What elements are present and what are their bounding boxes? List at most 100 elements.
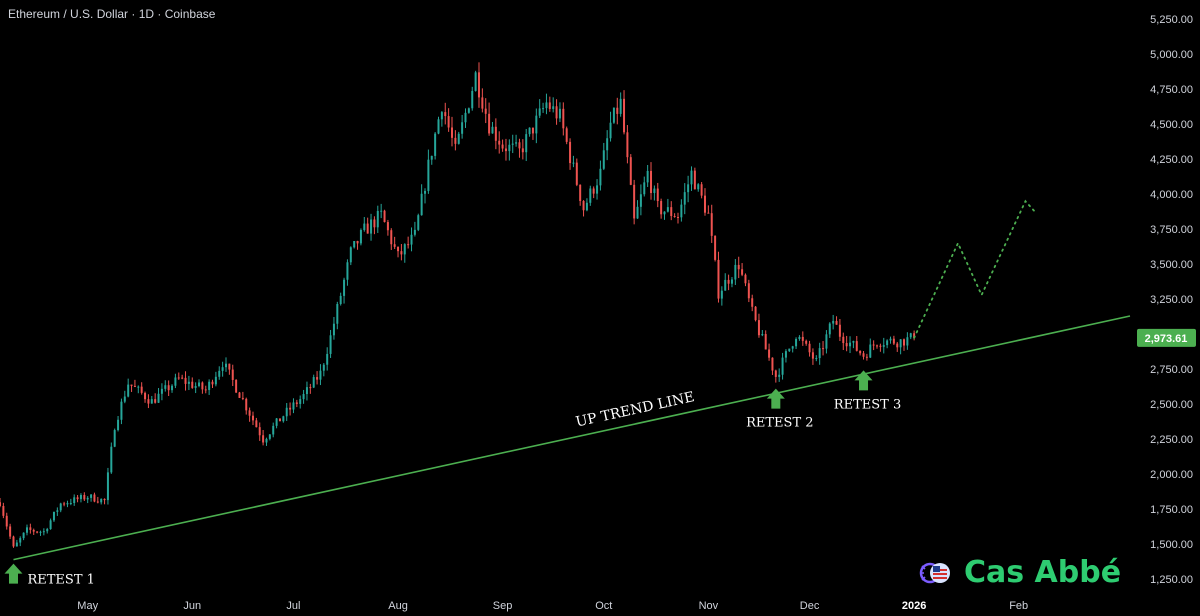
candle-209 bbox=[703, 188, 706, 216]
candle-145 bbox=[488, 102, 491, 136]
candle-191 bbox=[643, 176, 646, 197]
candle-body bbox=[501, 144, 504, 149]
y-tick-label: 4,750.00 bbox=[1150, 84, 1193, 96]
candle-body bbox=[876, 345, 879, 347]
candle-166 bbox=[558, 102, 561, 123]
candle-body bbox=[788, 348, 791, 352]
candle-body bbox=[727, 279, 730, 284]
candle-252 bbox=[849, 336, 852, 354]
candle-body bbox=[869, 344, 872, 358]
candle-32 bbox=[106, 467, 109, 505]
candle-body bbox=[444, 112, 447, 117]
candle-84 bbox=[282, 415, 285, 423]
candle-91 bbox=[305, 381, 308, 401]
candle-131 bbox=[440, 111, 443, 127]
candle-13 bbox=[42, 528, 45, 536]
candle-221 bbox=[744, 273, 747, 287]
candle-59 bbox=[198, 379, 201, 388]
candle-55 bbox=[184, 371, 187, 391]
candle-body bbox=[106, 472, 109, 501]
candle-134 bbox=[451, 116, 453, 147]
candle-43 bbox=[144, 391, 147, 403]
candle-body bbox=[683, 192, 686, 205]
candle-body bbox=[879, 345, 882, 347]
candle-114 bbox=[383, 209, 386, 223]
candle-body bbox=[579, 184, 582, 201]
y-tick-label: 3,500.00 bbox=[1150, 259, 1193, 271]
candle-24 bbox=[79, 493, 82, 503]
candle-body bbox=[724, 279, 727, 291]
candle-231 bbox=[778, 368, 781, 382]
candle-body bbox=[336, 304, 339, 324]
candle-8 bbox=[25, 524, 28, 536]
candle-body bbox=[238, 392, 241, 398]
candle-body bbox=[326, 353, 329, 365]
candle-37 bbox=[123, 390, 126, 404]
candle-body bbox=[447, 116, 450, 128]
candle-body bbox=[255, 420, 258, 428]
candle-193 bbox=[650, 162, 653, 200]
candle-body bbox=[201, 382, 204, 390]
candle-125 bbox=[420, 184, 423, 216]
candle-body bbox=[666, 207, 669, 212]
candle-171 bbox=[575, 158, 578, 187]
candle-164 bbox=[552, 97, 555, 113]
candle-18 bbox=[59, 502, 62, 513]
x-tick-label: Oct bbox=[595, 600, 612, 612]
projection-group bbox=[913, 199, 1037, 339]
candle-235 bbox=[791, 345, 794, 353]
candle-body bbox=[845, 343, 848, 347]
candle-body bbox=[464, 112, 467, 123]
candle-body bbox=[774, 370, 777, 377]
candle-265 bbox=[892, 335, 895, 346]
candle-body bbox=[214, 376, 217, 385]
brand-name: Cas Abbé bbox=[964, 555, 1122, 590]
candle-23 bbox=[76, 495, 79, 503]
candle-162 bbox=[545, 93, 548, 115]
candle-73 bbox=[245, 397, 248, 415]
candle-88 bbox=[295, 399, 298, 408]
candle-body bbox=[221, 367, 224, 371]
candle-body bbox=[268, 434, 271, 439]
candle-105 bbox=[353, 240, 356, 249]
candle-12 bbox=[39, 530, 42, 536]
candle-246 bbox=[828, 322, 831, 339]
candle-184 bbox=[619, 92, 622, 117]
candle-body bbox=[157, 393, 160, 403]
candle-48 bbox=[160, 383, 163, 401]
candle-body bbox=[59, 503, 62, 511]
candle-body bbox=[673, 216, 676, 218]
candle-body bbox=[653, 188, 656, 194]
candle-241 bbox=[811, 348, 814, 365]
candle-body bbox=[413, 229, 416, 235]
candle-270 bbox=[909, 332, 912, 340]
candle-body bbox=[225, 363, 227, 368]
candle-69 bbox=[231, 364, 234, 387]
candle-body bbox=[390, 230, 393, 245]
candle-50 bbox=[167, 380, 170, 396]
candle-body bbox=[69, 503, 72, 505]
candle-92 bbox=[309, 383, 312, 394]
candle-68 bbox=[228, 363, 231, 375]
candle-body bbox=[2, 505, 5, 516]
candle-144 bbox=[484, 98, 487, 124]
candle-body bbox=[778, 374, 781, 377]
candle-body bbox=[278, 418, 281, 422]
candle-129 bbox=[434, 132, 437, 160]
candle-245 bbox=[825, 330, 828, 354]
candle-183 bbox=[616, 97, 619, 125]
candle-135 bbox=[454, 130, 457, 151]
candle-100 bbox=[336, 301, 339, 330]
candle-body bbox=[63, 503, 66, 505]
candle-body bbox=[589, 188, 592, 203]
candle-body bbox=[791, 346, 794, 349]
candle-14 bbox=[46, 527, 49, 534]
candle-body bbox=[467, 108, 470, 113]
candle-197 bbox=[663, 211, 666, 220]
candle-127 bbox=[427, 149, 430, 194]
candle-102 bbox=[343, 277, 346, 304]
candle-216 bbox=[727, 274, 730, 291]
candle-body bbox=[393, 244, 396, 247]
y-tick-label: 1,250.00 bbox=[1150, 574, 1193, 586]
